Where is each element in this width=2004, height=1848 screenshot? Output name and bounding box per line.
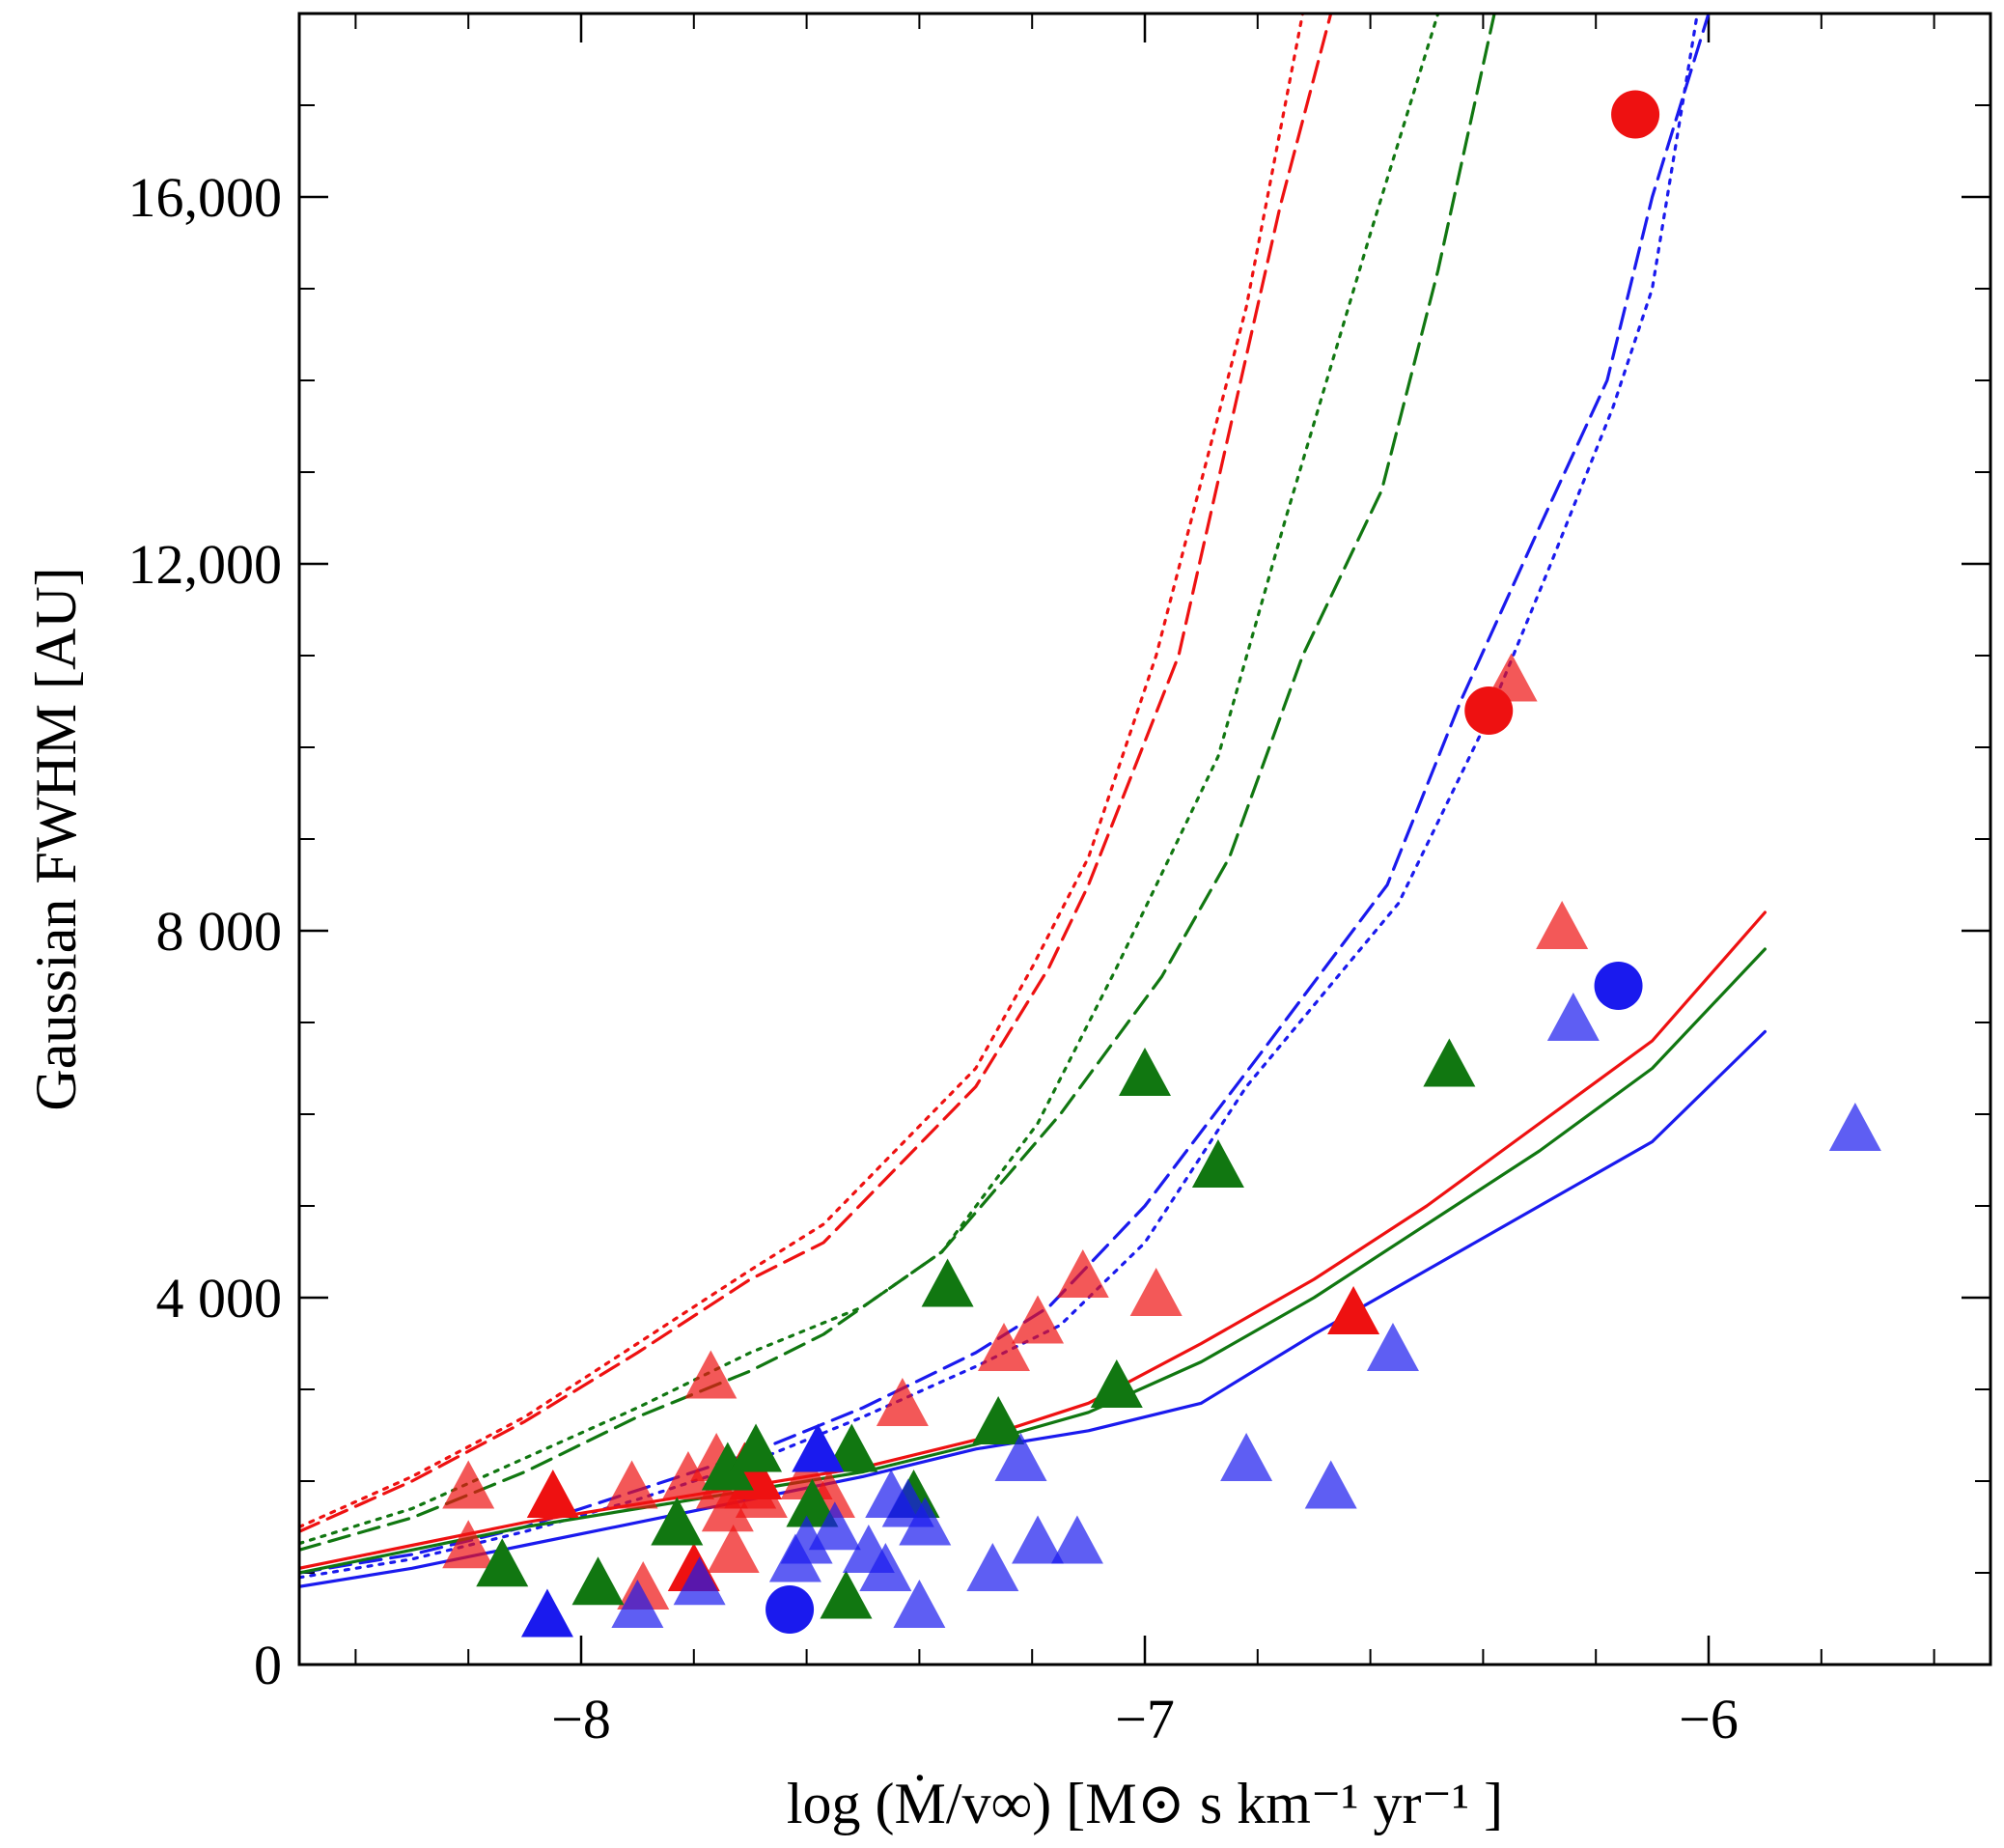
y-tick-label: 0 [254, 1634, 282, 1696]
green-dotted-curve [299, 14, 1440, 1546]
blue-circle-marker [1594, 962, 1643, 1010]
data-points [442, 90, 1881, 1638]
red-circle-marker [1464, 686, 1514, 735]
x-tick-labels: −8 −7 −6 [551, 1688, 1739, 1750]
blue-dotted-curve [299, 14, 1699, 1580]
red-triangle-marker [978, 1323, 1030, 1371]
red-triangle-marker [1129, 1268, 1183, 1316]
blue-triangle-marker [893, 1580, 946, 1628]
y-axis-label: Gaussian FWHM [AU] [24, 567, 88, 1110]
red-triangle-marker [1012, 1295, 1065, 1344]
blue-triangle-marker [611, 1580, 664, 1628]
green-triangle-marker [730, 1423, 783, 1472]
green-triangle-marker [972, 1396, 1025, 1444]
green-triangle-marker [825, 1423, 878, 1472]
green-triangle-marker [921, 1258, 974, 1307]
blue-triangle-marker [1546, 993, 1600, 1041]
red-triangle-marker [661, 1451, 714, 1499]
x-tick-label: −8 [551, 1688, 611, 1750]
green-triangle-marker [701, 1442, 754, 1491]
x-axis-label: log (Ṁ/v∞) [M⊙ s km⁻¹ yr⁻¹ ] [787, 1772, 1503, 1835]
blue-triangle-marker [1012, 1515, 1065, 1564]
red-triangle-marker [1056, 1249, 1109, 1298]
model-curves [299, 14, 1767, 1588]
y-tick-label: 12,000 [128, 533, 283, 596]
x-tick-label: −6 [1679, 1688, 1739, 1750]
green-solid-curve [299, 947, 1767, 1575]
green-triangle-marker [571, 1556, 625, 1606]
red-triangle-marker [876, 1378, 929, 1426]
blue-triangle-marker [994, 1433, 1047, 1481]
red-triangle-marker [1327, 1286, 1380, 1334]
red-triangle-marker [684, 1350, 738, 1399]
red-solid-curve [299, 910, 1767, 1570]
green-triangle-marker [1191, 1139, 1244, 1188]
red-triangle-marker [442, 1460, 495, 1509]
blue-triangle-marker [859, 1543, 912, 1591]
blue-triangle-marker [966, 1543, 1019, 1591]
blue-triangle-marker [1304, 1460, 1357, 1509]
green-triangle-marker [1090, 1359, 1143, 1408]
green-triangle-marker [820, 1570, 873, 1619]
blue-triangle-marker [520, 1588, 573, 1638]
blue-solid-curve [299, 1029, 1767, 1588]
blue-triangle-marker [899, 1497, 952, 1546]
blue-triangle-marker [673, 1556, 726, 1606]
red-triangle-marker [605, 1460, 658, 1509]
y-tick-labels: 0 4 000 8 000 12,000 16,000 [128, 166, 283, 1696]
blue-triangle-marker [808, 1501, 861, 1551]
blue-triangle-marker [792, 1423, 845, 1472]
red-dotted-curve [299, 14, 1305, 1529]
y-tick-label: 8 000 [156, 900, 283, 963]
red-dashed-curve [299, 14, 1333, 1533]
blue-triangle-marker [1366, 1323, 1419, 1371]
y-tick-label: 16,000 [128, 166, 283, 229]
blue-dashed-curve [299, 14, 1711, 1575]
green-triangle-marker [1119, 1048, 1171, 1096]
red-triangle-marker [1536, 901, 1589, 949]
red-triangle-marker [526, 1470, 579, 1518]
blue-triangle-marker [1828, 1103, 1881, 1151]
blue-triangle-marker [1050, 1515, 1103, 1564]
green-triangle-marker [1423, 1038, 1476, 1087]
plot-frame [297, 12, 1992, 1666]
red-circle-marker [1611, 90, 1660, 139]
green-triangle-marker [786, 1478, 839, 1527]
blue-triangle-marker [1220, 1433, 1273, 1481]
red-triangle-marker [442, 1520, 495, 1569]
green-triangle-marker [651, 1497, 704, 1546]
green-triangle-marker [476, 1538, 529, 1587]
blue-triangle-marker [780, 1515, 833, 1564]
y-tick-label: 4 000 [156, 1267, 283, 1330]
blue-circle-marker [765, 1585, 815, 1634]
x-tick-label: −7 [1115, 1688, 1175, 1750]
green-dashed-curve [299, 14, 1496, 1552]
red-triangle-marker [707, 1525, 760, 1573]
